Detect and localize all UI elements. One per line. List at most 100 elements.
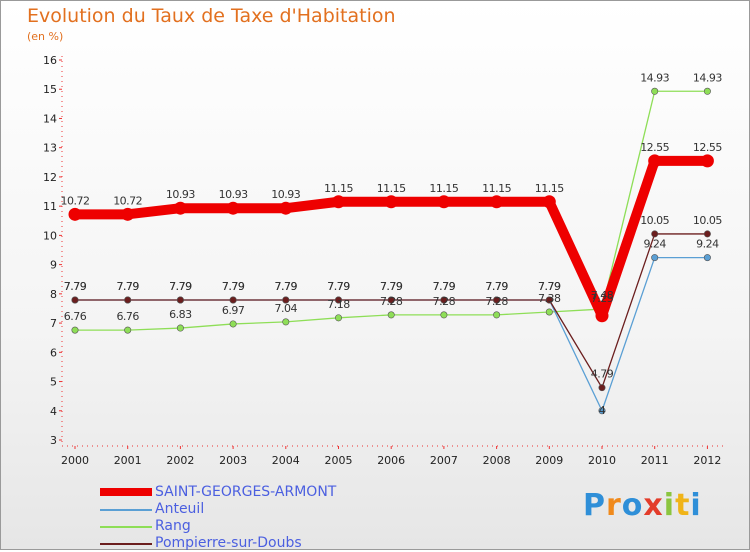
data-point [493,296,501,304]
logo-letter: o [621,488,644,523]
data-label: 10.05 [693,214,722,227]
data-label: 14.93 [640,71,669,84]
x-tick-label: 2003 [219,454,247,467]
y-tick-label: 10 [43,229,57,242]
data-label: 7.79 [222,280,245,293]
data-label: 7.79 [222,280,245,293]
data-point [226,201,240,215]
data-label: 10.93 [219,188,248,201]
data-point [493,311,501,319]
data-point [700,154,714,168]
data-point [437,195,451,209]
data-label: 4.79 [591,368,614,381]
data-point [651,230,659,238]
data-label: 7.79 [64,280,87,293]
data-label: 10.93 [166,188,195,201]
data-point [598,407,606,415]
data-point [124,296,132,304]
data-label: 7.28 [380,295,403,308]
data-label: 7.28 [485,295,508,308]
data-point [173,201,187,215]
data-label: 11.15 [535,182,564,195]
x-tick-label: 2007 [430,454,458,467]
data-label: 7.79 [380,280,403,293]
data-label: 7.18 [327,298,350,311]
data-point [595,309,609,323]
data-label: 7.79 [485,280,508,293]
data-label: 7.79 [485,280,508,293]
y-tick-label: 6 [50,346,57,359]
data-point [440,296,448,304]
legend-swatch [100,543,152,545]
data-label: 7.79 [169,280,192,293]
data-label: 7.79 [380,280,403,293]
data-label: 7.48 [591,289,614,302]
y-tick-label: 14 [43,112,57,125]
data-point [68,207,82,221]
data-label: 7.79 [433,280,456,293]
y-tick-label: 8 [50,288,57,301]
data-label: 10.72 [61,194,90,207]
data-point [282,296,290,304]
y-tick-label: 12 [43,171,57,184]
data-point [703,87,711,95]
data-label: 6.83 [169,308,192,321]
data-label: 7.79 [116,280,139,293]
data-point [542,195,556,209]
data-point [703,230,711,238]
data-label: 6.97 [222,304,245,317]
data-label: 7.79 [275,280,298,293]
data-label: 9.24 [643,238,666,251]
data-point [387,311,395,319]
data-point [651,254,659,262]
data-point [440,311,448,319]
x-tick-label: 2012 [693,454,721,467]
x-tick-label: 2000 [61,454,89,467]
logo-letter: t [675,488,691,523]
data-label: 9.24 [696,238,719,251]
data-label: 7.79 [116,280,139,293]
data-label: 10.72 [113,194,142,207]
data-point [71,296,79,304]
data-label: 7.79 [538,280,561,293]
x-tick-label: 2009 [535,454,563,467]
x-tick-label: 2002 [166,454,194,467]
data-point [545,296,553,304]
data-point [598,384,606,392]
data-label: 12.55 [693,141,722,154]
data-label: 10.93 [271,188,300,201]
legend-swatch [100,526,152,528]
y-tick-label: 3 [50,434,57,447]
data-point [71,326,79,334]
data-point [176,296,184,304]
proxiti-logo: Proxiti [583,488,702,523]
legend-label: Rang [155,518,191,534]
y-tick-label: 11 [43,200,57,213]
data-point [176,324,184,332]
data-point [124,326,132,334]
chart-subtitle: (en %) [27,30,64,43]
data-point [229,320,237,328]
data-label: 6.76 [116,310,139,323]
data-point [490,195,504,209]
data-label: 4 [599,404,606,417]
logo-letter: i [690,488,702,523]
data-point [121,207,135,221]
logo-letter: r [606,488,622,523]
data-point [334,296,342,304]
legend-label: SAINT-GEORGES-ARMONT [155,484,337,500]
data-label: 7.79 [64,280,87,293]
data-label: 7.04 [275,302,298,315]
y-tick-label: 5 [50,376,57,389]
data-point [384,195,398,209]
data-label: 7.79 [327,280,350,293]
legend-label: Anteuil [155,501,205,517]
data-label: 11.15 [429,182,458,195]
data-label: 7.79 [538,280,561,293]
x-tick-label: 2011 [641,454,669,467]
logo-letter: i [663,488,676,523]
data-label: 14.93 [693,71,722,84]
data-point [332,195,345,209]
data-label: 11.15 [377,182,406,195]
